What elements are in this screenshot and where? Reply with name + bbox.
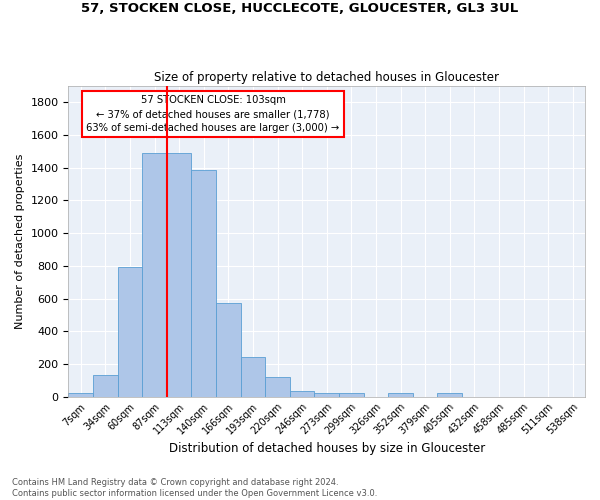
- Bar: [241, 356, 265, 397]
- Bar: [93, 374, 118, 396]
- Bar: [142, 153, 167, 396]
- Bar: [167, 153, 191, 396]
- Text: Contains HM Land Registry data © Crown copyright and database right 2024.
Contai: Contains HM Land Registry data © Crown c…: [12, 478, 377, 498]
- Text: 57, STOCKEN CLOSE, HUCCLECOTE, GLOUCESTER, GL3 3UL: 57, STOCKEN CLOSE, HUCCLECOTE, GLOUCESTE…: [82, 2, 518, 16]
- Y-axis label: Number of detached properties: Number of detached properties: [15, 154, 25, 329]
- Bar: [118, 266, 142, 396]
- Bar: [290, 391, 314, 396]
- Bar: [265, 377, 290, 396]
- Bar: [339, 394, 364, 396]
- Bar: [388, 394, 413, 396]
- Bar: [68, 394, 93, 396]
- Bar: [216, 302, 241, 396]
- Bar: [314, 392, 339, 396]
- Title: Size of property relative to detached houses in Gloucester: Size of property relative to detached ho…: [154, 70, 499, 84]
- Bar: [191, 170, 216, 396]
- Text: 57 STOCKEN CLOSE: 103sqm
← 37% of detached houses are smaller (1,778)
63% of sem: 57 STOCKEN CLOSE: 103sqm ← 37% of detach…: [86, 96, 340, 134]
- Bar: [437, 394, 462, 396]
- X-axis label: Distribution of detached houses by size in Gloucester: Distribution of detached houses by size …: [169, 442, 485, 455]
